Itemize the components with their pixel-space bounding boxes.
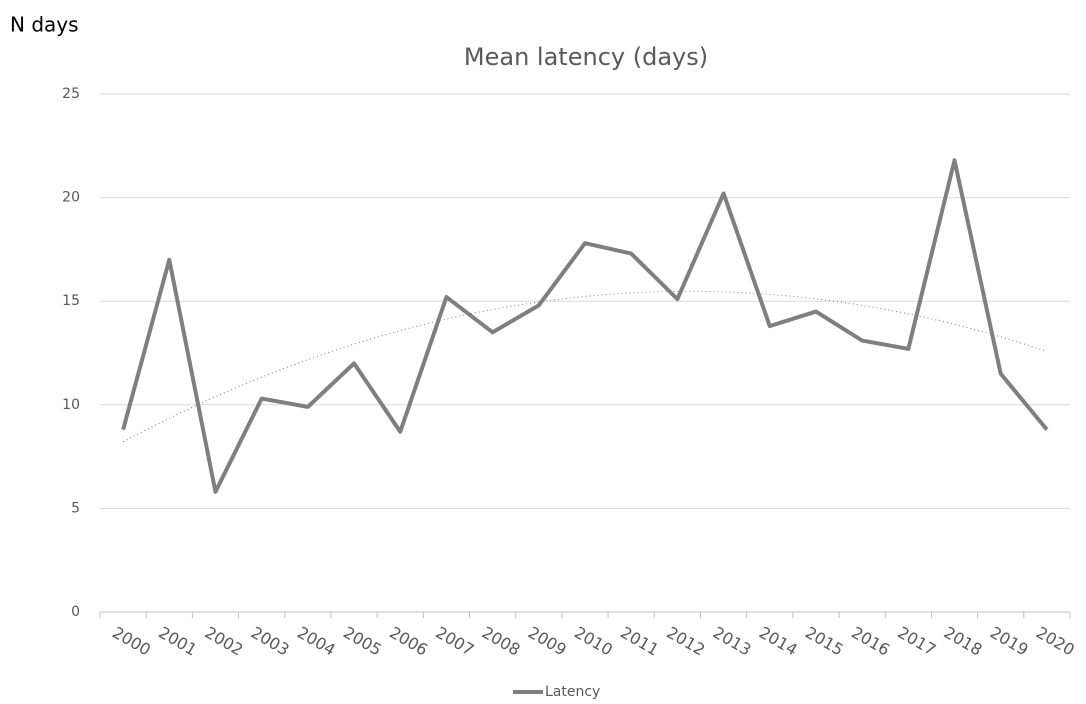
- x-tick-label: 2007: [433, 623, 478, 660]
- x-tick-label: 2001: [155, 623, 200, 660]
- x-tick-label: 2008: [479, 623, 524, 660]
- x-tick-label: 2016: [848, 623, 893, 660]
- x-tick-label: 2015: [802, 623, 847, 660]
- line-series: [121, 158, 1049, 494]
- x-tick-label: 2011: [617, 623, 662, 660]
- chart-title: Mean latency (days): [464, 43, 708, 71]
- trendline: [122, 290, 1048, 443]
- legend-label: Latency: [545, 684, 600, 700]
- x-tick-label: 2006: [386, 623, 431, 660]
- x-tick-label: 2013: [710, 623, 755, 660]
- x-tick-label: 2009: [525, 623, 570, 660]
- x-tick-label: 2017: [894, 623, 939, 660]
- y-tick-label: 5: [71, 500, 80, 516]
- x-tick-label: 2003: [248, 623, 293, 660]
- x-tick-label: 2010: [571, 623, 616, 660]
- x-tick-label: 2002: [202, 623, 247, 660]
- y-tick-label: 0: [71, 604, 80, 620]
- x-tick-label: 2000: [109, 623, 154, 660]
- y-tick-label: 10: [62, 397, 80, 413]
- y-tick-label: 15: [62, 293, 80, 309]
- x-tick-label: 2020: [1033, 623, 1078, 660]
- y-tick-label: 20: [62, 190, 80, 206]
- x-tick-label: 2018: [941, 623, 986, 660]
- y-tick-label: 25: [62, 86, 80, 102]
- x-tick-label: 2005: [340, 623, 385, 660]
- y-axis-label: N days: [10, 13, 79, 37]
- x-tick-label: 2004: [294, 623, 339, 660]
- x-tick-label: 2014: [756, 623, 801, 660]
- x-tick-label: 2012: [663, 623, 708, 660]
- x-tick-label: 2019: [987, 623, 1032, 660]
